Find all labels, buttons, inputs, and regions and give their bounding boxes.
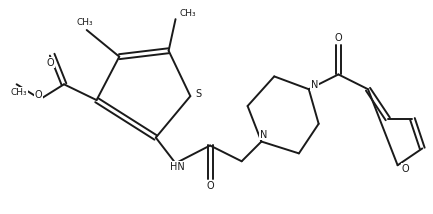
Text: N: N	[260, 130, 267, 140]
Text: HN: HN	[170, 162, 185, 172]
Text: O: O	[402, 164, 409, 174]
Text: O: O	[46, 58, 54, 68]
Text: O: O	[335, 33, 342, 43]
Text: O: O	[35, 90, 42, 100]
Text: S: S	[195, 89, 201, 99]
Text: CH₃: CH₃	[179, 9, 196, 18]
Text: N: N	[311, 80, 318, 90]
Text: CH₃: CH₃	[10, 88, 27, 97]
Text: O: O	[206, 181, 214, 191]
Text: CH₃: CH₃	[76, 18, 93, 27]
